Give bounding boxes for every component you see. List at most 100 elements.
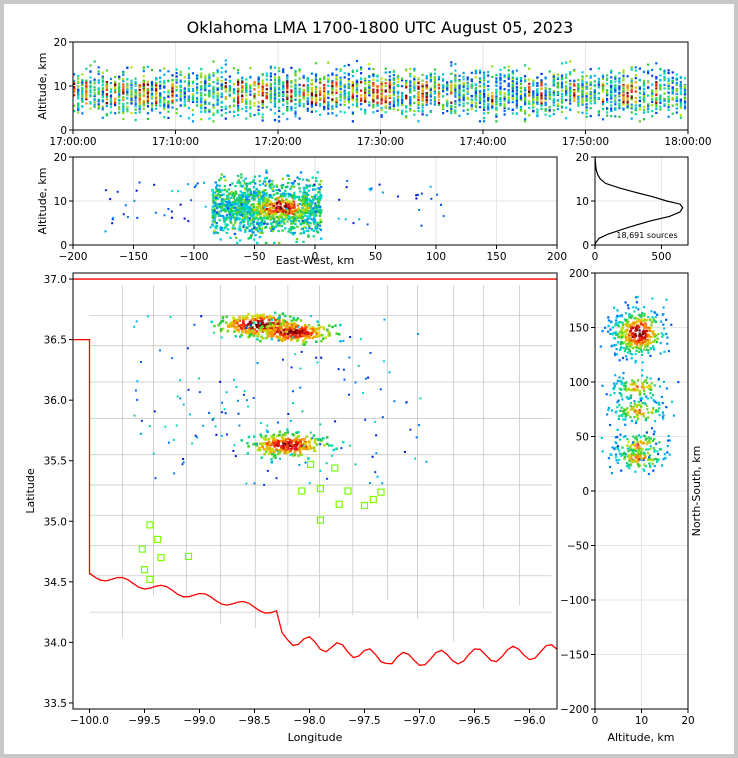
time-height-source [200, 72, 203, 75]
time-height-source [339, 79, 342, 82]
time-height-source [683, 77, 687, 80]
east-west-source [214, 211, 217, 214]
time-height-source [630, 66, 633, 69]
east-west-source [312, 235, 315, 238]
east-west-source [270, 229, 273, 232]
time-height-source [196, 88, 199, 91]
time-height-source [622, 93, 625, 96]
time-height-source [265, 72, 268, 75]
time-height-source [565, 90, 568, 93]
time-height-source [478, 90, 482, 93]
east-west-source [220, 203, 223, 206]
time-height-source [679, 102, 682, 105]
time-height-source [413, 81, 416, 84]
time-height-source [392, 78, 395, 81]
east-west-source [307, 198, 310, 201]
east-west-source [214, 181, 217, 184]
plan-view-source [244, 329, 248, 333]
time-height-source [314, 74, 318, 77]
plan-view-source [242, 323, 246, 326]
east-west-source [230, 209, 234, 213]
east-west-source [136, 216, 139, 219]
time-height-source [437, 90, 441, 93]
time-height-source [183, 89, 186, 92]
plan-view-source [272, 316, 275, 319]
time-height-source [142, 79, 145, 82]
time-height-source [245, 101, 248, 104]
time-height-source [278, 115, 281, 118]
east-west-source [213, 201, 217, 204]
east-west-source [318, 188, 321, 192]
time-height-source [261, 91, 264, 95]
time-height-source [528, 93, 531, 96]
east-west-source [289, 219, 293, 223]
time-height-source [310, 103, 313, 107]
time-height-source [626, 98, 629, 101]
east-west-source [213, 210, 216, 213]
east-west-source [243, 206, 246, 209]
plan-view-source [316, 320, 319, 323]
east-west-source [263, 222, 266, 225]
east-west-source [317, 196, 320, 199]
time-height-source [552, 75, 555, 78]
east-west-source [243, 201, 247, 204]
time-height-source [372, 73, 375, 77]
east-west-source [290, 226, 293, 229]
east-west-source [238, 212, 241, 215]
time-height-source [130, 102, 133, 105]
east-west-source [249, 236, 252, 240]
plan-view-source [237, 328, 240, 331]
time-height-source [581, 100, 584, 103]
time-height-source [388, 88, 391, 91]
time-height-source [507, 65, 510, 68]
time-height-source [614, 100, 617, 103]
east-west-source [269, 206, 273, 210]
east-west-source [217, 214, 221, 217]
time-height-source [130, 112, 133, 115]
time-height-source [409, 84, 412, 87]
time-height-source [388, 101, 391, 104]
time-height-source [466, 82, 469, 85]
time-height-source [273, 112, 277, 115]
east-west-source [232, 224, 235, 227]
county-boundaries [89, 285, 552, 642]
time-height-source [524, 64, 527, 67]
east-west-source [307, 206, 310, 209]
time-height-source [544, 104, 547, 107]
time-height-source [409, 98, 412, 102]
time-height-source [118, 82, 121, 85]
time-height-source [335, 74, 338, 77]
east-west-source [245, 226, 249, 230]
time-height-source [208, 82, 211, 85]
east-west-source [237, 218, 240, 221]
time-height-source [286, 100, 289, 103]
time-height-source [560, 81, 564, 84]
east-west-source [251, 214, 254, 217]
time-height-source [392, 88, 395, 91]
east-west-source [222, 193, 225, 196]
time-height-source [577, 95, 580, 98]
time-height-source [339, 99, 342, 102]
time-height-source [171, 102, 174, 105]
time-height-source [269, 108, 272, 111]
time-height-source [126, 93, 129, 96]
east-west-source [301, 215, 304, 218]
time-height-source [622, 92, 625, 95]
time-height-source [524, 89, 527, 92]
time-height-source [396, 84, 400, 87]
time-height-source [200, 87, 203, 90]
east-west-source [212, 212, 215, 216]
east-west-source [231, 213, 234, 216]
time-height-source [257, 108, 260, 112]
east-west-source [257, 200, 260, 203]
east-west-source [415, 197, 418, 200]
east-west-source [262, 182, 265, 185]
time-height-source [630, 103, 633, 106]
time-height-source [146, 112, 149, 115]
time-height-source [478, 97, 482, 100]
east-west-source [216, 207, 219, 210]
time-height-source [331, 73, 334, 76]
time-height-source [142, 89, 145, 92]
time-height-source [556, 92, 559, 96]
east-west-source [218, 188, 221, 191]
